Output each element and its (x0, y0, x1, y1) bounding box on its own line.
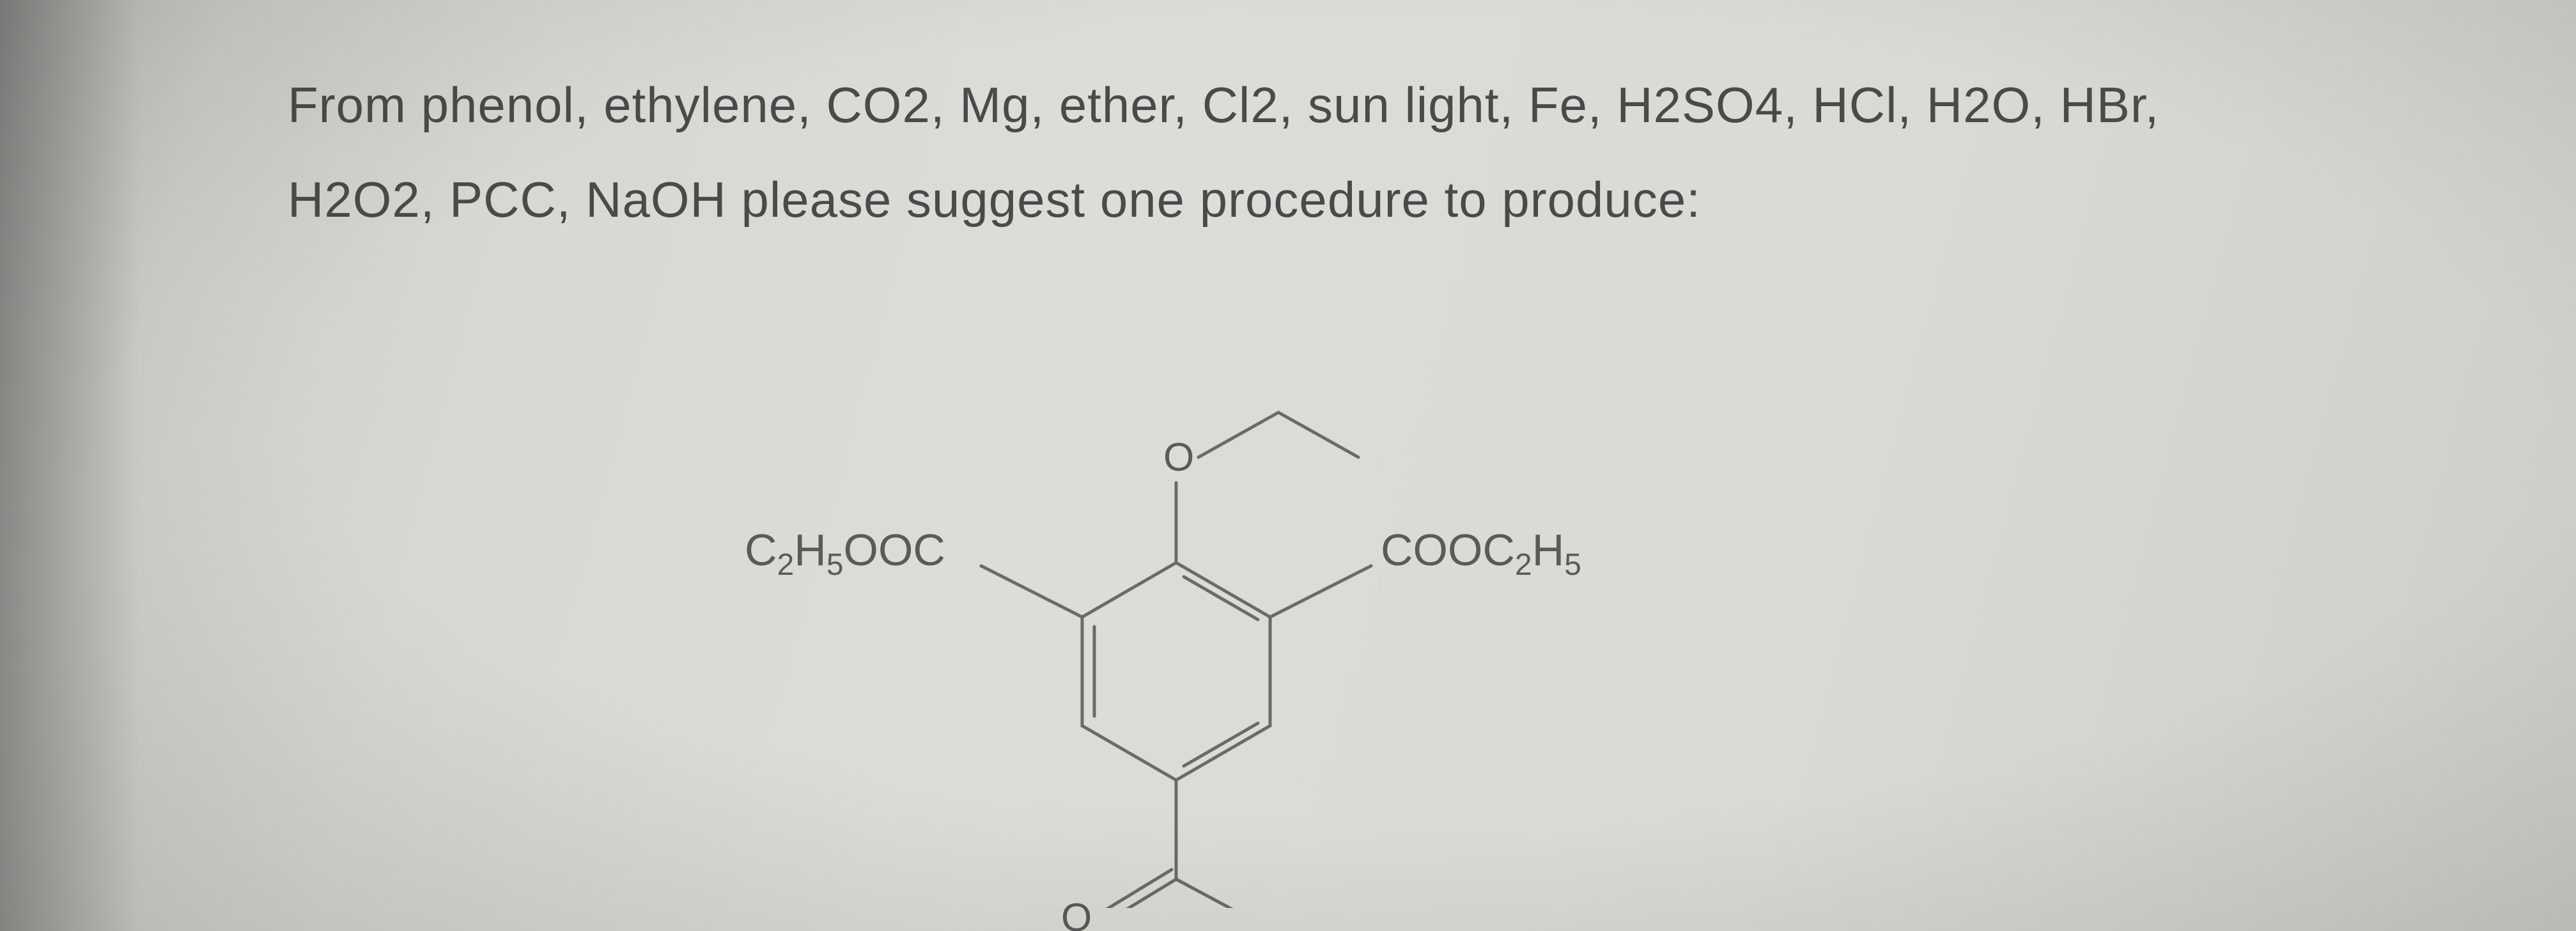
molecule-svg (818, 332, 1713, 908)
molecule-figure: O O C2H5OOC COOC2H5 (818, 332, 1713, 908)
oxygen-top-label: O (1163, 435, 1194, 480)
page: From phenol, ethylene, CO2, Mg, ether, C… (0, 0, 2576, 931)
prompt-line-2: H2O2, PCC, NaOH please suggest one proce… (288, 152, 2333, 247)
ester-right-label: COOC2H5 (1381, 524, 1581, 583)
question-prompt: From phenol, ethylene, CO2, Mg, ether, C… (288, 58, 2333, 247)
prompt-line-1: From phenol, ethylene, CO2, Mg, ether, C… (288, 58, 2333, 152)
page-left-shadow (0, 0, 141, 931)
oxygen-bottom-label: O (1061, 895, 1092, 931)
ester-left-label: C2H5OOC (745, 524, 945, 583)
